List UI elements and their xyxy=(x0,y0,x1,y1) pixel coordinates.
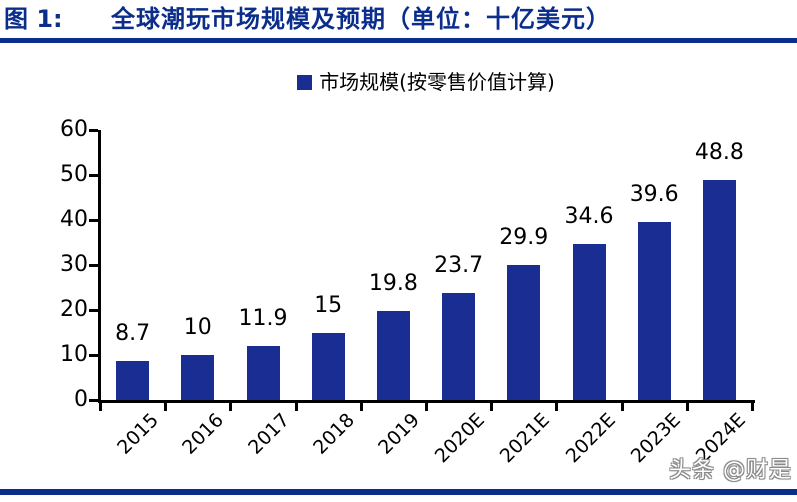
bar-value-label: 15 xyxy=(314,292,343,318)
x-axis-category-label: 2021E xyxy=(496,409,555,468)
bar-value-label: 39.6 xyxy=(629,181,679,207)
bar-value-label: 8.7 xyxy=(115,320,151,346)
bar xyxy=(246,346,280,400)
bar xyxy=(637,221,671,400)
bar-value-label: 10 xyxy=(183,315,212,340)
bar-value-label: 34.6 xyxy=(564,204,614,230)
bar xyxy=(572,244,606,400)
x-axis-tick xyxy=(425,403,428,411)
y-axis-tick xyxy=(89,219,98,222)
x-axis-tick xyxy=(490,403,494,411)
x-axis-tick xyxy=(229,403,233,411)
x-axis-category-label: 2015 xyxy=(113,409,164,459)
x-axis-tick xyxy=(751,403,754,411)
watermark: 头条 @财是 xyxy=(669,458,792,483)
x-axis-category-label: 2022E xyxy=(561,409,620,468)
figure-title: 全球潮玩市场规模及预期（单位：十亿美元） xyxy=(111,5,612,33)
legend-label: 市场规模(按零售价值计算) xyxy=(319,70,555,94)
y-axis-tick xyxy=(89,174,98,177)
figure-header: 图 1: 全球潮玩市场规模及预期（单位：十亿美元） xyxy=(4,4,793,36)
y-axis-tick-label: 60 xyxy=(60,117,88,142)
y-axis-tick xyxy=(89,309,98,312)
x-axis-line xyxy=(98,400,755,403)
x-axis-tick xyxy=(685,403,689,411)
bar xyxy=(702,180,736,400)
y-axis-line xyxy=(98,130,101,403)
header-divider xyxy=(0,38,797,43)
legend-swatch xyxy=(297,74,313,90)
y-axis-tick-label: 50 xyxy=(60,162,88,187)
x-axis-tick xyxy=(99,403,102,411)
y-axis-tick-label: 20 xyxy=(60,297,88,322)
x-axis-category-label: 2020E xyxy=(430,409,490,468)
y-axis-tick-label: 40 xyxy=(60,207,88,232)
bar-value-label: 19.8 xyxy=(368,270,418,296)
bar-value-label: 11.9 xyxy=(238,306,288,332)
x-axis-category-label: 2016 xyxy=(178,409,229,459)
bar-value-label: 48.8 xyxy=(694,140,744,166)
x-axis-category-label: 2017 xyxy=(243,409,294,459)
bar-value-label: 29.9 xyxy=(499,225,549,251)
x-axis-tick xyxy=(359,403,363,411)
x-axis-tick xyxy=(294,403,298,411)
x-axis-category-label: 2019 xyxy=(374,409,424,459)
x-axis-tick xyxy=(555,403,559,411)
bar xyxy=(181,355,215,400)
x-axis-tick xyxy=(164,403,168,411)
bar xyxy=(442,293,476,400)
bar xyxy=(376,310,410,400)
bar-value-label: 23.7 xyxy=(434,253,484,279)
y-axis-tick xyxy=(89,399,98,402)
chart-legend: 市场规模(按零售价值计算) xyxy=(100,70,752,94)
y-axis-tick xyxy=(89,129,98,132)
y-axis-tick-label: 0 xyxy=(74,387,88,412)
footer-divider xyxy=(0,489,797,495)
x-axis-category-label: 2018 xyxy=(309,409,359,459)
bar xyxy=(507,265,541,400)
y-axis-tick xyxy=(89,264,98,267)
x-axis-tick xyxy=(620,403,624,411)
y-axis-tick xyxy=(89,354,98,357)
y-axis-tick-label: 30 xyxy=(60,252,88,277)
y-axis-tick-label: 10 xyxy=(60,342,88,367)
bar xyxy=(311,332,345,400)
figure-number: 图 1: xyxy=(4,5,63,33)
bar xyxy=(116,360,150,400)
